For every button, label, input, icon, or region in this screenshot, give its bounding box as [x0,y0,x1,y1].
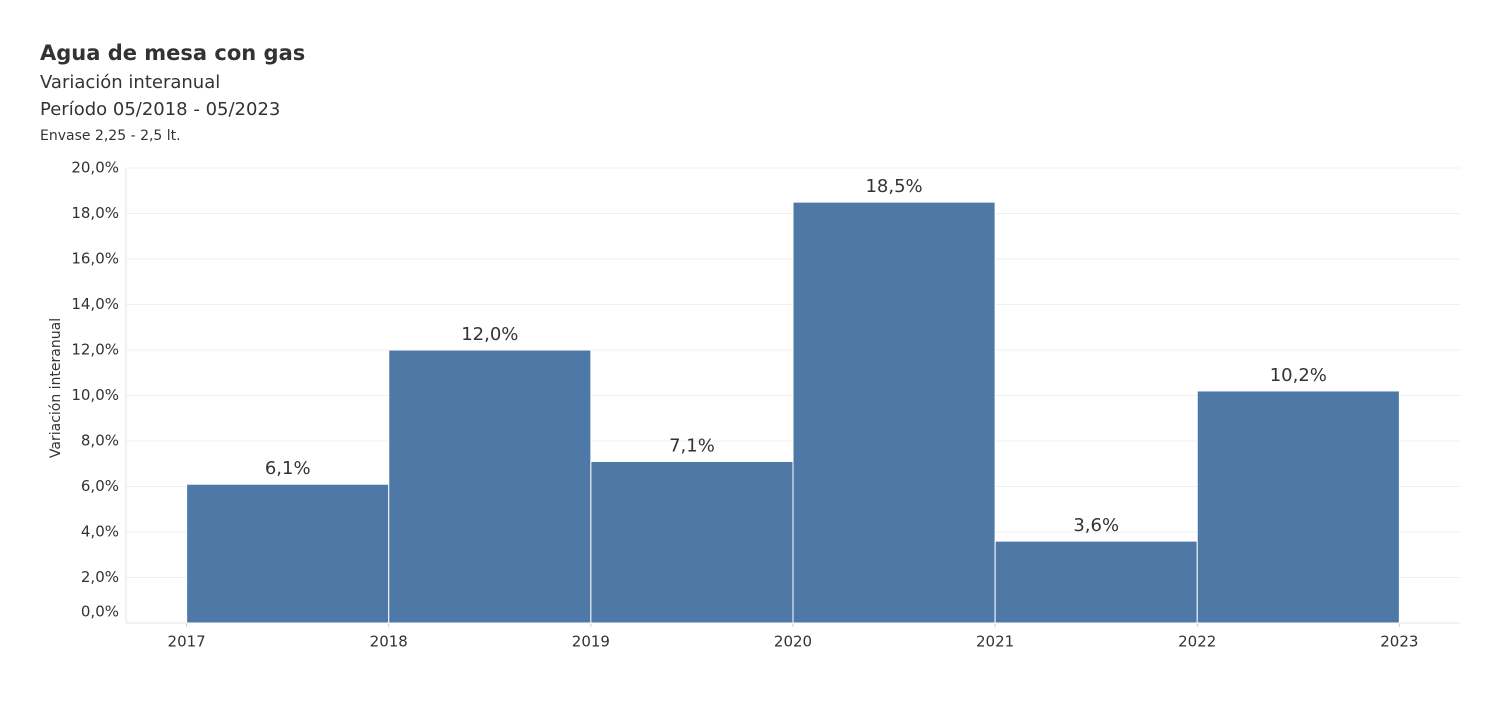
bar [388,349,592,624]
value-label: 12,0% [461,324,518,345]
value-label: 3,6% [1073,515,1119,536]
x-tick-label: 2017 [168,633,206,651]
y-tick-label: 2,0% [81,568,119,586]
y-tick-label: 14,0% [71,295,119,313]
y-tick-label: 16,0% [71,250,119,268]
value-label: 18,5% [865,176,922,197]
y-tick-label: 18,0% [71,204,119,222]
x-tick-label: 2023 [1380,633,1418,651]
chart-subtitle: Variación interanual [40,72,220,93]
value-label: 7,1% [669,435,715,456]
value-label: 6,1% [265,458,311,479]
x-tick-label: 2019 [572,633,610,651]
bar [792,201,996,624]
x-tick-label: 2021 [976,633,1014,651]
y-tick-label: 8,0% [81,432,119,450]
x-tick-label: 2018 [370,633,408,651]
bar [590,460,794,624]
y-tick-label: 20,0% [71,159,119,177]
y-tick-label: 4,0% [81,523,119,541]
value-label: 10,2% [1270,365,1327,386]
chart-note: Envase 2,25 - 2,5 lt. [40,128,181,144]
y-tick-label: 6,0% [81,477,119,495]
y-tick-label: 10,0% [71,386,119,404]
bar [1196,390,1400,624]
y-tick-label: 12,0% [71,341,119,359]
y-tick-label: 0,0% [81,603,119,621]
chart-title: Agua de mesa con gas [40,41,305,65]
y-axis-title: Variación interanual [48,318,64,458]
x-tick-label: 2020 [774,633,812,651]
x-tick-label: 2022 [1178,633,1216,651]
bar [994,540,1198,624]
chart-period: Período 05/2018 - 05/2023 [40,99,280,120]
bar [186,483,390,624]
